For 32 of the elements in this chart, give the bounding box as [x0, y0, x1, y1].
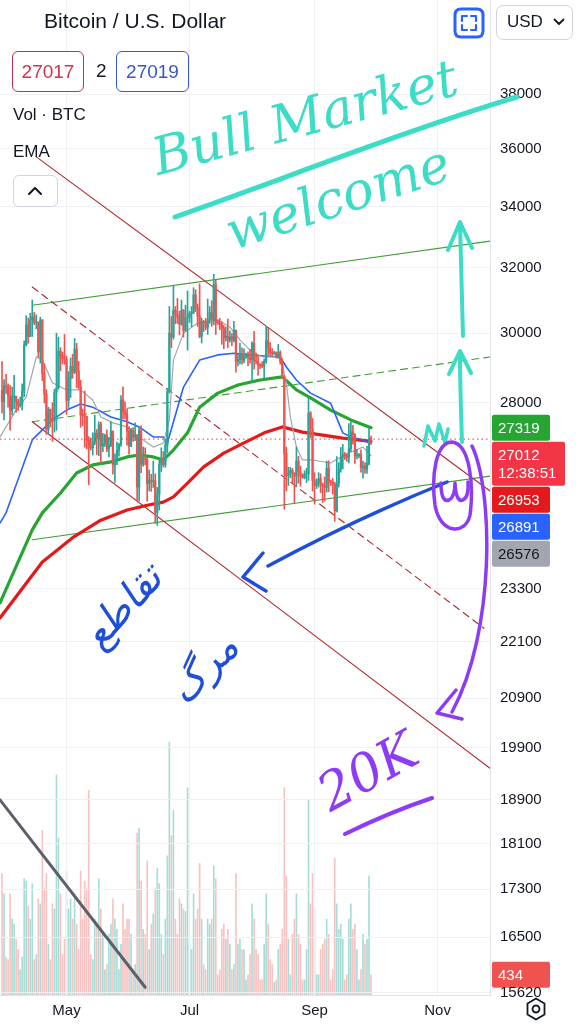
annotation: EMA — [13, 142, 50, 162]
x-tick-label: Sep — [301, 1001, 328, 1019]
text: 27319 — [498, 418, 540, 436]
y-tick-label: 18100 — [500, 833, 542, 851]
y-tick-label: 15620 — [500, 982, 542, 1000]
x-tick-label: Jul — [179, 1001, 200, 1019]
y-tick-label: 18900 — [500, 790, 542, 807]
y-tick-label: 22100 — [500, 632, 542, 649]
text: USD — [507, 12, 543, 32]
annotation: 27017 — [21, 60, 75, 83]
text: 434 — [498, 965, 524, 983]
y-tick-label: 23300 — [500, 578, 542, 596]
y-tick-label: 28000 — [500, 392, 542, 410]
chart-title: Bitcoin / U.S. Dollar — [44, 9, 227, 34]
y-tick-label: 16500 — [500, 927, 542, 945]
y-tick-label: 32000 — [500, 258, 542, 276]
annotation: 27019 — [126, 60, 179, 83]
text: 26891 — [498, 517, 540, 535]
y-tick-label: 19900 — [500, 737, 542, 755]
text: 26576 — [498, 544, 540, 562]
x-tick-label: Nov — [424, 1001, 452, 1019]
x-tick-label: May — [52, 1001, 82, 1019]
y-tick-label: 17300 — [500, 879, 542, 897]
y-tick-label: 20900 — [500, 688, 542, 706]
ref-line-label: 27012 12:38:51 — [498, 445, 557, 481]
y-tick-label: 36000 — [500, 139, 542, 157]
annotation: 20K — [307, 719, 429, 824]
annotation: 2 — [96, 60, 107, 82]
text: 26953 — [498, 490, 540, 508]
y-tick-label: 30000 — [500, 323, 542, 341]
annotation: Vol · BTC — [13, 105, 86, 125]
y-tick-label: 34000 — [500, 196, 542, 214]
